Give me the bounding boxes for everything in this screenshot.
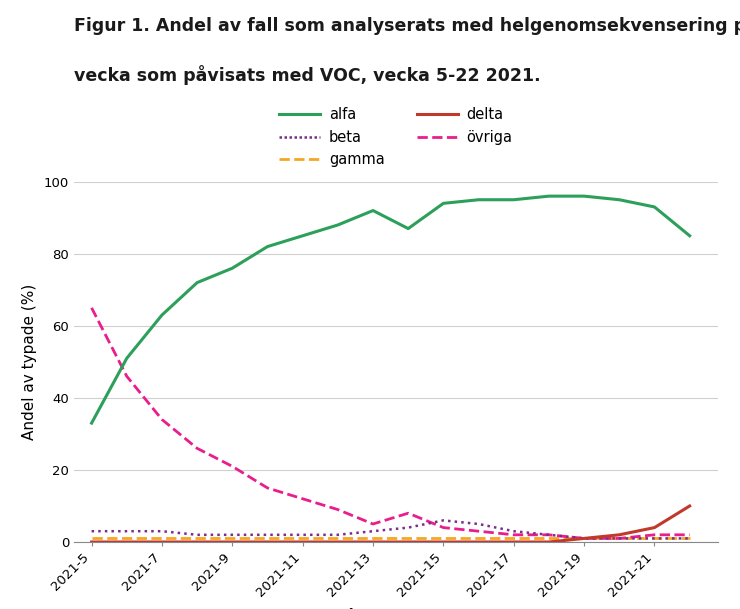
Text: Figur 1. Andel av fall som analyserats med helgenomsekvensering per: Figur 1. Andel av fall som analyserats m… [74, 17, 740, 35]
Legend: alfa, beta, gamma, delta, övriga: alfa, beta, gamma, delta, övriga [280, 107, 512, 167]
Text: vecka som påvisats med VOC, vecka 5-22 2021.: vecka som påvisats med VOC, vecka 5-22 2… [74, 65, 541, 85]
Y-axis label: Andel av typade (%): Andel av typade (%) [22, 284, 37, 440]
